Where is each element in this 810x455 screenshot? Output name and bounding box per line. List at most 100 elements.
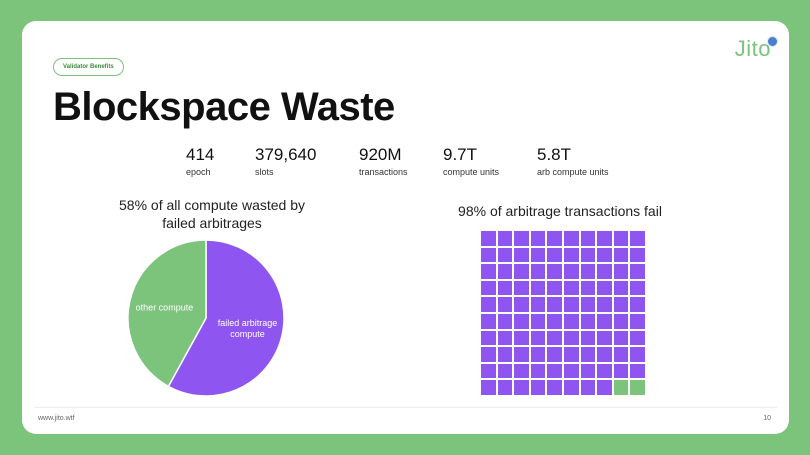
stat-label: slots — [255, 167, 274, 177]
waffle-cell-succeeded — [613, 380, 629, 395]
waffle-cell-failed — [547, 313, 562, 329]
waffle-cell-failed — [597, 297, 612, 312]
waffle-cell-failed — [547, 231, 562, 246]
stat-arb-compute-units: 5.8T arb compute units — [537, 145, 609, 179]
waffle-cell-failed — [613, 347, 629, 362]
waffle-cell-failed — [514, 380, 529, 395]
stat-epoch: 414 epoch — [186, 145, 214, 179]
stat-value: 379,640 — [255, 145, 317, 164]
arbitrage-waffle-chart — [481, 231, 645, 395]
waffle-cell-failed — [580, 247, 596, 263]
waffle-cell-failed — [497, 347, 513, 362]
stat-slots: 379,640 slots — [255, 145, 316, 179]
waffle-cell-failed — [597, 313, 612, 329]
waffle-cell-failed — [530, 363, 546, 379]
waffle-cell-failed — [580, 264, 596, 279]
waffle-cell-failed — [530, 297, 546, 312]
waffle-cell-failed — [547, 330, 562, 346]
waffle-cell-failed — [481, 347, 496, 362]
waffle-cell-failed — [597, 247, 612, 263]
waffle-cell-failed — [564, 313, 579, 329]
slide-title: Blockspace Waste — [53, 85, 395, 129]
waffle-cell-failed — [514, 280, 529, 296]
waffle-cell-failed — [547, 264, 562, 279]
pie-label-0: compute — [230, 329, 265, 339]
waffle-cell-failed — [530, 347, 546, 362]
waffle-cell-failed — [597, 280, 612, 296]
waffle-cell-failed — [497, 330, 513, 346]
waffle-cell-failed — [547, 297, 562, 312]
waffle-cell-failed — [497, 280, 513, 296]
waffle-cell-succeeded — [630, 380, 645, 395]
waffle-cell-failed — [514, 347, 529, 362]
waffle-cell-failed — [481, 247, 496, 263]
waffle-cell-failed — [613, 264, 629, 279]
waffle-cell-failed — [597, 264, 612, 279]
waffle-cell-failed — [580, 280, 596, 296]
waffle-cell-failed — [597, 380, 612, 395]
waffle-cell-failed — [564, 231, 579, 246]
waffle-cell-failed — [564, 363, 579, 379]
waffle-cell-failed — [613, 363, 629, 379]
stat-value: 9.7T — [443, 145, 478, 164]
waffle-cell-failed — [630, 231, 645, 246]
section-badge: Validator Benefits — [53, 58, 124, 76]
waffle-cell-failed — [613, 330, 629, 346]
waffle-cell-failed — [580, 313, 596, 329]
waffle-cell-failed — [613, 231, 629, 246]
waffle-cell-failed — [597, 347, 612, 362]
waffle-cell-failed — [547, 380, 562, 395]
footer-url: www.jito.wtf — [38, 415, 75, 422]
stat-value: 414 — [186, 145, 215, 164]
waffle-cell-failed — [530, 380, 546, 395]
waffle-cell-failed — [580, 347, 596, 362]
waffle-cell-failed — [580, 297, 596, 312]
stat-value: 5.8T — [537, 145, 572, 164]
jito-logo: Jito — [734, 36, 771, 61]
waffle-cell-failed — [530, 313, 546, 329]
waffle-cell-failed — [481, 330, 496, 346]
waffle-cell-failed — [564, 247, 579, 263]
waffle-cell-failed — [613, 247, 629, 263]
pie-label-1: other compute — [136, 302, 194, 312]
waffle-cell-failed — [547, 247, 562, 263]
stat-label: transactions — [359, 167, 408, 177]
waffle-cell-failed — [481, 264, 496, 279]
waffle-cell-failed — [530, 330, 546, 346]
waffle-cell-failed — [630, 347, 645, 362]
stat-label: compute units — [443, 167, 500, 177]
waffle-cell-failed — [481, 280, 496, 296]
waffle-cell-failed — [514, 363, 529, 379]
waffle-cell-failed — [481, 231, 496, 246]
waffle-cell-failed — [481, 313, 496, 329]
waffle-cell-failed — [547, 363, 562, 379]
waffle-cell-failed — [580, 330, 596, 346]
waffle-cell-failed — [514, 330, 529, 346]
waffle-cell-failed — [497, 380, 513, 395]
slide: Validator Benefits Jito Blockspace Waste… — [22, 21, 789, 434]
stat-label: epoch — [186, 167, 211, 177]
logo-globe-icon — [767, 36, 778, 47]
waffle-cell-failed — [497, 313, 513, 329]
pie-chart-title: 58% of all compute wasted by failed arbi… — [119, 197, 305, 231]
waffle-cell-failed — [514, 231, 529, 246]
waffle-cell-failed — [564, 347, 579, 362]
footer-divider — [34, 407, 777, 408]
waffle-cell-failed — [514, 313, 529, 329]
pie-label-0: failed arbitrage — [218, 318, 278, 328]
waffle-cell-failed — [630, 313, 645, 329]
waffle-cell-failed — [564, 380, 579, 395]
stat-value: 920M — [359, 145, 402, 164]
page-number: 10 — [763, 415, 771, 422]
waffle-cell-failed — [481, 297, 496, 312]
waffle-cell-failed — [630, 363, 645, 379]
waffle-cell-failed — [497, 231, 513, 246]
waffle-cell-failed — [597, 231, 612, 246]
waffle-cell-failed — [514, 247, 529, 263]
waffle-cell-failed — [481, 380, 496, 395]
waffle-cell-failed — [497, 264, 513, 279]
waffle-cell-failed — [497, 297, 513, 312]
waffle-cell-failed — [597, 330, 612, 346]
waffle-cell-failed — [530, 280, 546, 296]
